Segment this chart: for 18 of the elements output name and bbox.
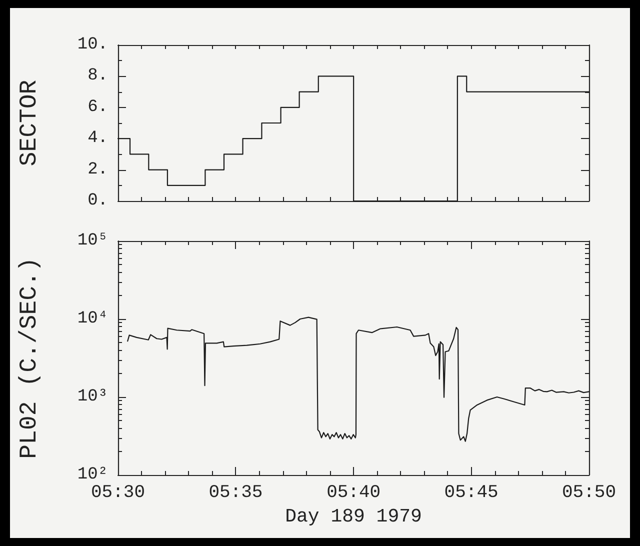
y-axis-title: PL02 (C./SEC.) [16,257,44,459]
x-tick-label: 05:30 [90,483,146,503]
y-tick-label: 2. [88,160,108,180]
y-tick-label: 6. [88,98,108,117]
y-tick-label: 10³ [77,388,108,406]
x-tick-label: 05:35 [208,483,263,503]
y-tick-label: 8. [88,66,108,86]
y-axis-title: SECTOR [16,80,44,166]
x-tick-label: 05:40 [326,483,381,503]
y-tick-label: 10⁵ [77,232,108,250]
x-tick-label: 05:50 [562,483,616,503]
y-tick-label: 10⁴ [77,310,108,328]
x-axis-title: Day 189 1979 [285,505,422,528]
y-tick-label: 0. [88,192,108,210]
y-tick-label: 10. [77,36,108,54]
y-tick-label: 4. [88,129,108,148]
y-tick-label: 10² [77,466,108,484]
x-tick-label: 05:45 [444,483,498,503]
